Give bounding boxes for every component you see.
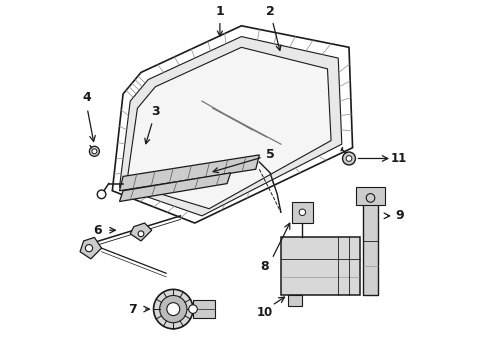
Text: 9: 9 (395, 210, 404, 222)
Text: 4: 4 (83, 91, 92, 104)
Circle shape (299, 209, 306, 216)
Circle shape (346, 156, 352, 161)
Polygon shape (193, 300, 215, 318)
Polygon shape (356, 187, 385, 205)
Text: 7: 7 (128, 303, 136, 316)
Polygon shape (292, 202, 313, 223)
Text: 6: 6 (94, 224, 102, 237)
Polygon shape (281, 237, 360, 295)
Circle shape (92, 149, 97, 154)
Circle shape (189, 305, 197, 314)
Polygon shape (80, 237, 101, 259)
Polygon shape (120, 173, 231, 202)
Text: 8: 8 (260, 260, 269, 273)
Circle shape (160, 296, 187, 323)
Circle shape (366, 194, 375, 202)
Circle shape (167, 303, 180, 316)
Circle shape (153, 289, 193, 329)
Polygon shape (364, 194, 378, 295)
Polygon shape (288, 295, 302, 306)
Text: 2: 2 (266, 5, 281, 50)
Text: 11: 11 (391, 152, 407, 165)
Circle shape (85, 244, 93, 252)
Circle shape (343, 152, 355, 165)
Polygon shape (120, 155, 259, 191)
Polygon shape (112, 26, 353, 223)
Polygon shape (126, 47, 331, 209)
Circle shape (138, 231, 144, 237)
Polygon shape (120, 37, 342, 216)
Text: 5: 5 (213, 148, 274, 173)
Circle shape (89, 146, 99, 156)
Circle shape (97, 190, 106, 199)
Text: 3: 3 (145, 105, 160, 144)
Polygon shape (130, 223, 152, 241)
Text: 10: 10 (257, 306, 273, 319)
Text: 1: 1 (216, 5, 224, 36)
